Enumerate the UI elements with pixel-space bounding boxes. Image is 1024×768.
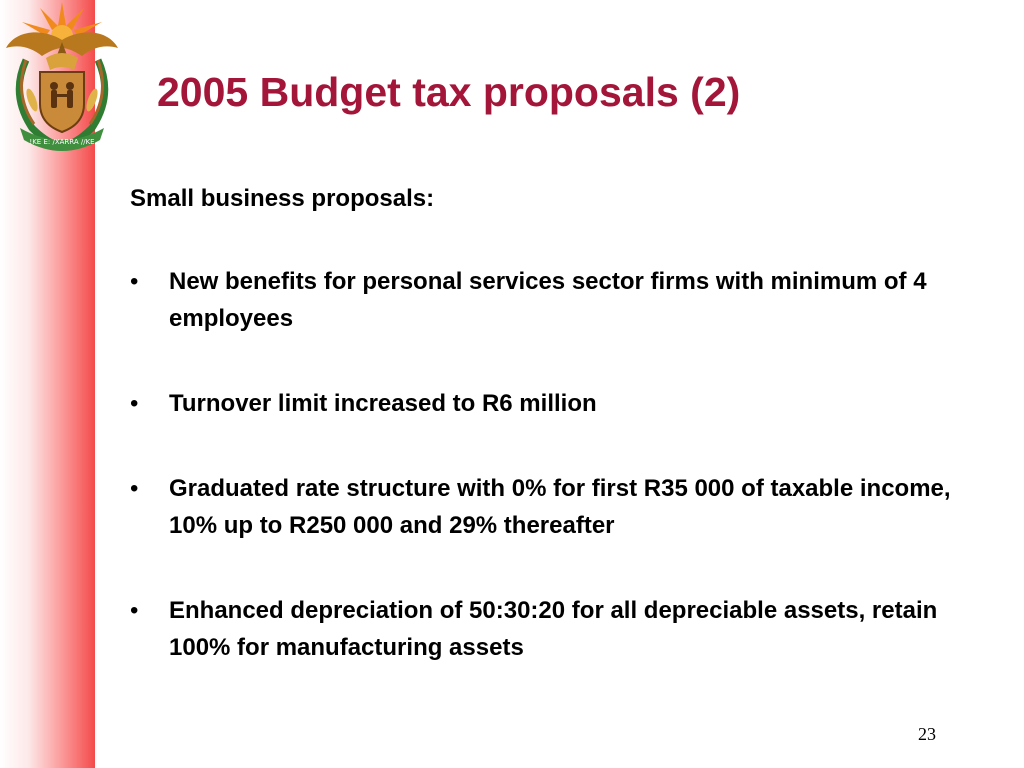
bullet-item: • Graduated rate structure with 0% for f… <box>130 470 970 544</box>
bullet-item: • Turnover limit increased to R6 million <box>130 385 970 422</box>
bullet-item: • Enhanced depreciation of 50:30:20 for … <box>130 592 970 666</box>
slide-content: Small business proposals: • New benefits… <box>130 180 970 714</box>
bullet-text: Enhanced depreciation of 50:30:20 for al… <box>169 597 938 661</box>
bullet-text: Graduated rate structure with 0% for fir… <box>169 475 951 539</box>
bullet-marker: • <box>130 475 139 502</box>
coat-of-arms-icon: !KE E: /XARRA //KE <box>6 2 118 151</box>
slide-title: 2005 Budget tax proposals (2) <box>157 69 741 115</box>
bullet-text: Turnover limit increased to R6 million <box>169 390 597 417</box>
bullet-marker: • <box>130 597 139 624</box>
bullet-list: • New benefits for personal services sec… <box>130 263 970 666</box>
section-subheading: Small business proposals: <box>130 185 435 212</box>
bullet-marker: • <box>130 268 139 295</box>
page-number: 23 <box>918 724 936 744</box>
side-gradient-band <box>0 0 95 768</box>
bullet-item: • New benefits for personal services sec… <box>130 263 970 337</box>
bullet-marker: • <box>130 390 139 417</box>
motto-text: !KE E: /XARRA //KE <box>29 138 94 146</box>
bullet-text: New benefits for personal services secto… <box>169 268 927 332</box>
